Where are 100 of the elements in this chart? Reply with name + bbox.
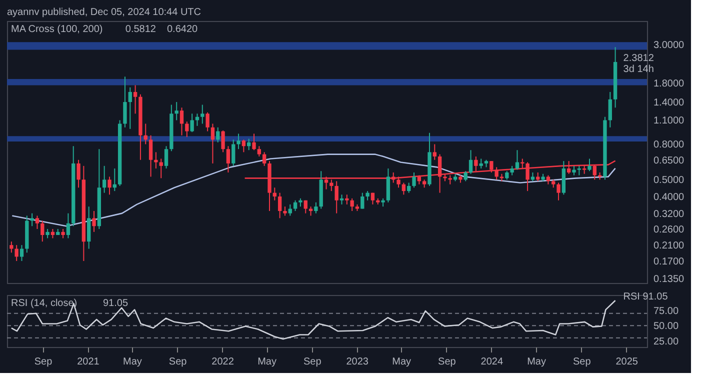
- y-tick-label: 0.3200: [654, 208, 685, 220]
- candlestick: [61, 228, 65, 239]
- candlestick: [252, 133, 256, 151]
- candlestick: [133, 84, 138, 114]
- y-tick-label: 0.8000: [654, 140, 685, 151]
- candlestick: [288, 204, 292, 216]
- candlestick: [66, 212, 70, 239]
- candlestick: [185, 121, 189, 138]
- y-tick-label: 0.4000: [654, 192, 685, 203]
- candlestick: [257, 146, 262, 157]
- annotation: RSI 91.05: [623, 291, 668, 302]
- candlestick: [510, 165, 514, 176]
- candlestick: [92, 210, 96, 232]
- y-tick-label: 3.0000: [654, 40, 685, 52]
- candlestick: [35, 215, 40, 230]
- x-tick-label: May: [527, 356, 546, 368]
- candlestick: [190, 113, 194, 133]
- candlestick: [402, 182, 406, 196]
- candlestick: [46, 228, 50, 239]
- candlestick: [572, 165, 576, 176]
- x-tick-label: 2025: [616, 356, 638, 368]
- annotation: MA Cross (100, 200): [11, 24, 103, 35]
- candlestick: [588, 158, 592, 172]
- candlestick: [577, 165, 582, 176]
- y-tick-label: 1.4000: [654, 98, 685, 109]
- x-tick-label: Sep: [438, 356, 456, 368]
- annotation: 0.5812: [125, 24, 156, 35]
- x-tick-label: Sep: [303, 356, 322, 368]
- candlestick: [468, 150, 473, 174]
- candlestick: [123, 76, 127, 128]
- candlestick: [206, 112, 210, 132]
- candlestick: [515, 150, 520, 170]
- y-tick-label: 0.2600: [654, 224, 685, 236]
- annotation: 3d 14h: [623, 64, 654, 75]
- candlestick: [464, 170, 468, 182]
- candlestick: [432, 144, 436, 160]
- x-tick-label: May: [392, 356, 412, 368]
- candlestick: [283, 206, 287, 216]
- candlestick: [148, 134, 153, 178]
- candlestick: [407, 182, 411, 194]
- candlestick: [20, 244, 24, 262]
- candlestick: [40, 220, 44, 242]
- candlestick: [10, 241, 14, 254]
- x-tick-label: 2023: [346, 356, 369, 368]
- candlestick: [30, 212, 34, 227]
- candlestick: [180, 107, 184, 136]
- candlestick: [221, 130, 225, 153]
- candlestick: [340, 194, 344, 205]
- y-tick-label: 1.8000: [654, 78, 685, 90]
- annotation: 2.3812: [623, 52, 654, 64]
- candlestick: [174, 102, 178, 121]
- candlestick: [608, 91, 612, 128]
- x-tick-label: 2022: [212, 356, 234, 368]
- candlestick: [50, 228, 55, 239]
- candlestick: [14, 244, 18, 262]
- candlestick: [345, 194, 349, 205]
- candlestick: [556, 182, 560, 201]
- candlestick: [366, 190, 370, 201]
- candlestick: [546, 174, 550, 185]
- candlestick: [350, 198, 354, 212]
- candlestick: [164, 146, 168, 169]
- y-tick-label: 0.1700: [654, 256, 685, 268]
- candlestick: [479, 158, 483, 169]
- candlestick: [210, 123, 215, 164]
- candlestick: [308, 206, 313, 216]
- candlestick: [236, 133, 240, 150]
- annotation: RSI (14, close): [11, 298, 78, 309]
- candlestick: [242, 139, 246, 153]
- y-tick-label: 0.1350: [654, 274, 685, 285]
- candlestick: [108, 176, 112, 196]
- candlestick: [226, 146, 230, 173]
- x-tick-label: Sep: [168, 356, 188, 368]
- candlestick: [232, 139, 236, 166]
- x-tick-label: 2024: [480, 356, 504, 368]
- candlestick: [76, 159, 80, 188]
- y-tick-label: 1.1000: [654, 116, 685, 127]
- y-tick-label: 0.5000: [654, 175, 685, 186]
- chart-title: ayannv published, Dec 05, 2024 10:44 UTC: [7, 7, 202, 18]
- candlestick: [304, 200, 308, 214]
- annotation: 0.6420: [167, 24, 198, 35]
- x-tick-label: May: [123, 356, 142, 368]
- x-tick-label: 2021: [77, 356, 100, 368]
- y-tick-label: 0.6500: [654, 155, 685, 166]
- candlestick: [278, 192, 282, 219]
- candlestick: [386, 168, 390, 203]
- candlestick: [334, 180, 338, 214]
- line-series: [10, 300, 616, 340]
- y-tick-label: 50.00: [654, 321, 679, 332]
- x-tick-label: Sep: [34, 356, 53, 368]
- candlestick: [102, 165, 106, 194]
- candlestick: [87, 206, 91, 250]
- candlestick: [154, 152, 158, 169]
- candlestick: [200, 104, 204, 124]
- candlestick: [262, 152, 266, 166]
- candlestick: [314, 202, 318, 214]
- annotation: 91.05: [103, 298, 128, 309]
- x-tick-label: Sep: [572, 356, 592, 368]
- candlestick: [159, 158, 163, 179]
- candlestick: [128, 86, 132, 130]
- candlestick: [412, 172, 416, 188]
